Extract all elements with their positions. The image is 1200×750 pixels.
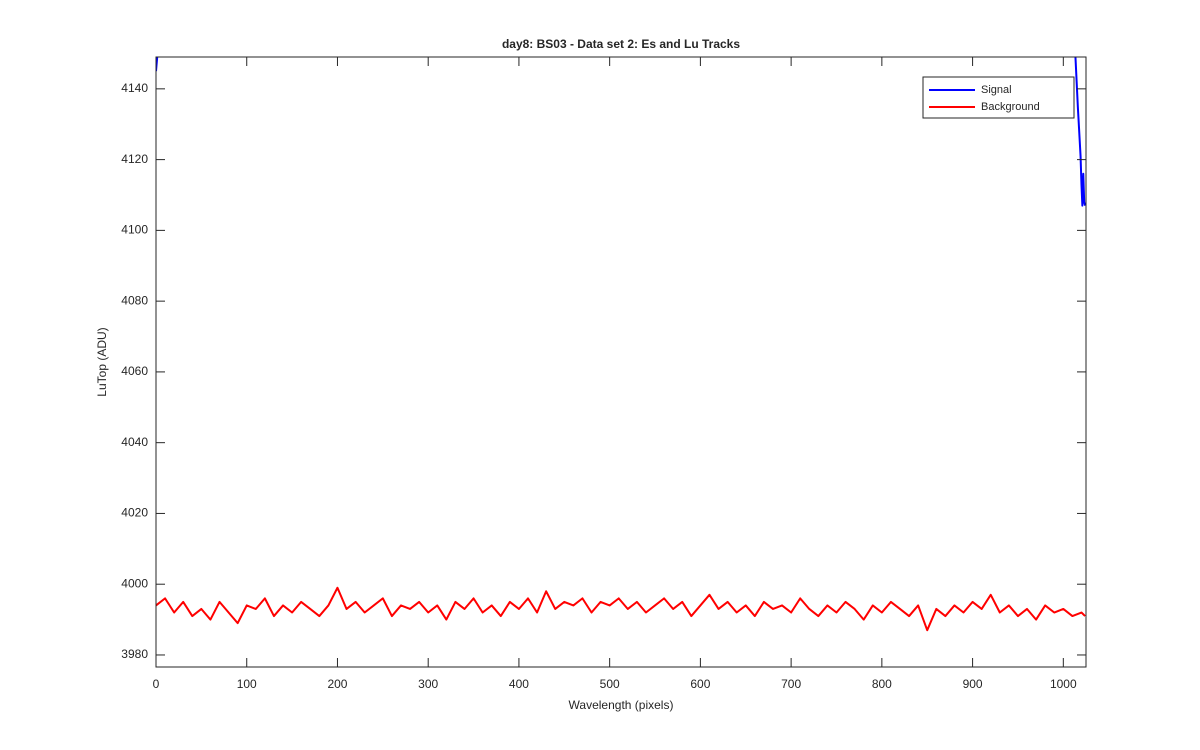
y-tick-label: 4060 [121, 364, 148, 378]
y-tick-label: 4100 [121, 223, 148, 237]
x-tick-label: 100 [237, 677, 257, 691]
x-axis-label: Wavelength (pixels) [569, 698, 674, 712]
chart-title: day8: BS03 - Data set 2: Es and Lu Track… [502, 37, 740, 51]
legend-box [922, 76, 1075, 119]
x-tick-label: 0 [153, 677, 160, 691]
y-tick-label: 4080 [121, 293, 148, 307]
x-tick-label: 600 [690, 677, 710, 691]
y-tick-label: 4120 [121, 152, 148, 166]
y-tick-label: 4140 [121, 81, 148, 95]
x-tick-label: 900 [963, 677, 983, 691]
x-tick-label: 400 [509, 677, 529, 691]
y-tick-label: 4020 [121, 506, 148, 520]
y-tick-label: 3980 [121, 647, 148, 661]
y-tick-label: 4040 [121, 435, 148, 449]
x-tick-label: 200 [327, 677, 347, 691]
series-line [156, 586, 1086, 632]
y-tick-label: 4000 [121, 576, 148, 590]
axes-box [155, 56, 1087, 668]
legend-label: Signal [981, 84, 1012, 96]
x-tick-label: 1000 [1050, 677, 1077, 691]
y-axis-label: LuTop (ADU) [95, 327, 109, 396]
x-tick-label: 300 [418, 677, 438, 691]
legend-label: Background [981, 101, 1040, 113]
x-tick-label: 700 [781, 677, 801, 691]
x-tick-label: 500 [600, 677, 620, 691]
x-tick-label: 800 [872, 677, 892, 691]
